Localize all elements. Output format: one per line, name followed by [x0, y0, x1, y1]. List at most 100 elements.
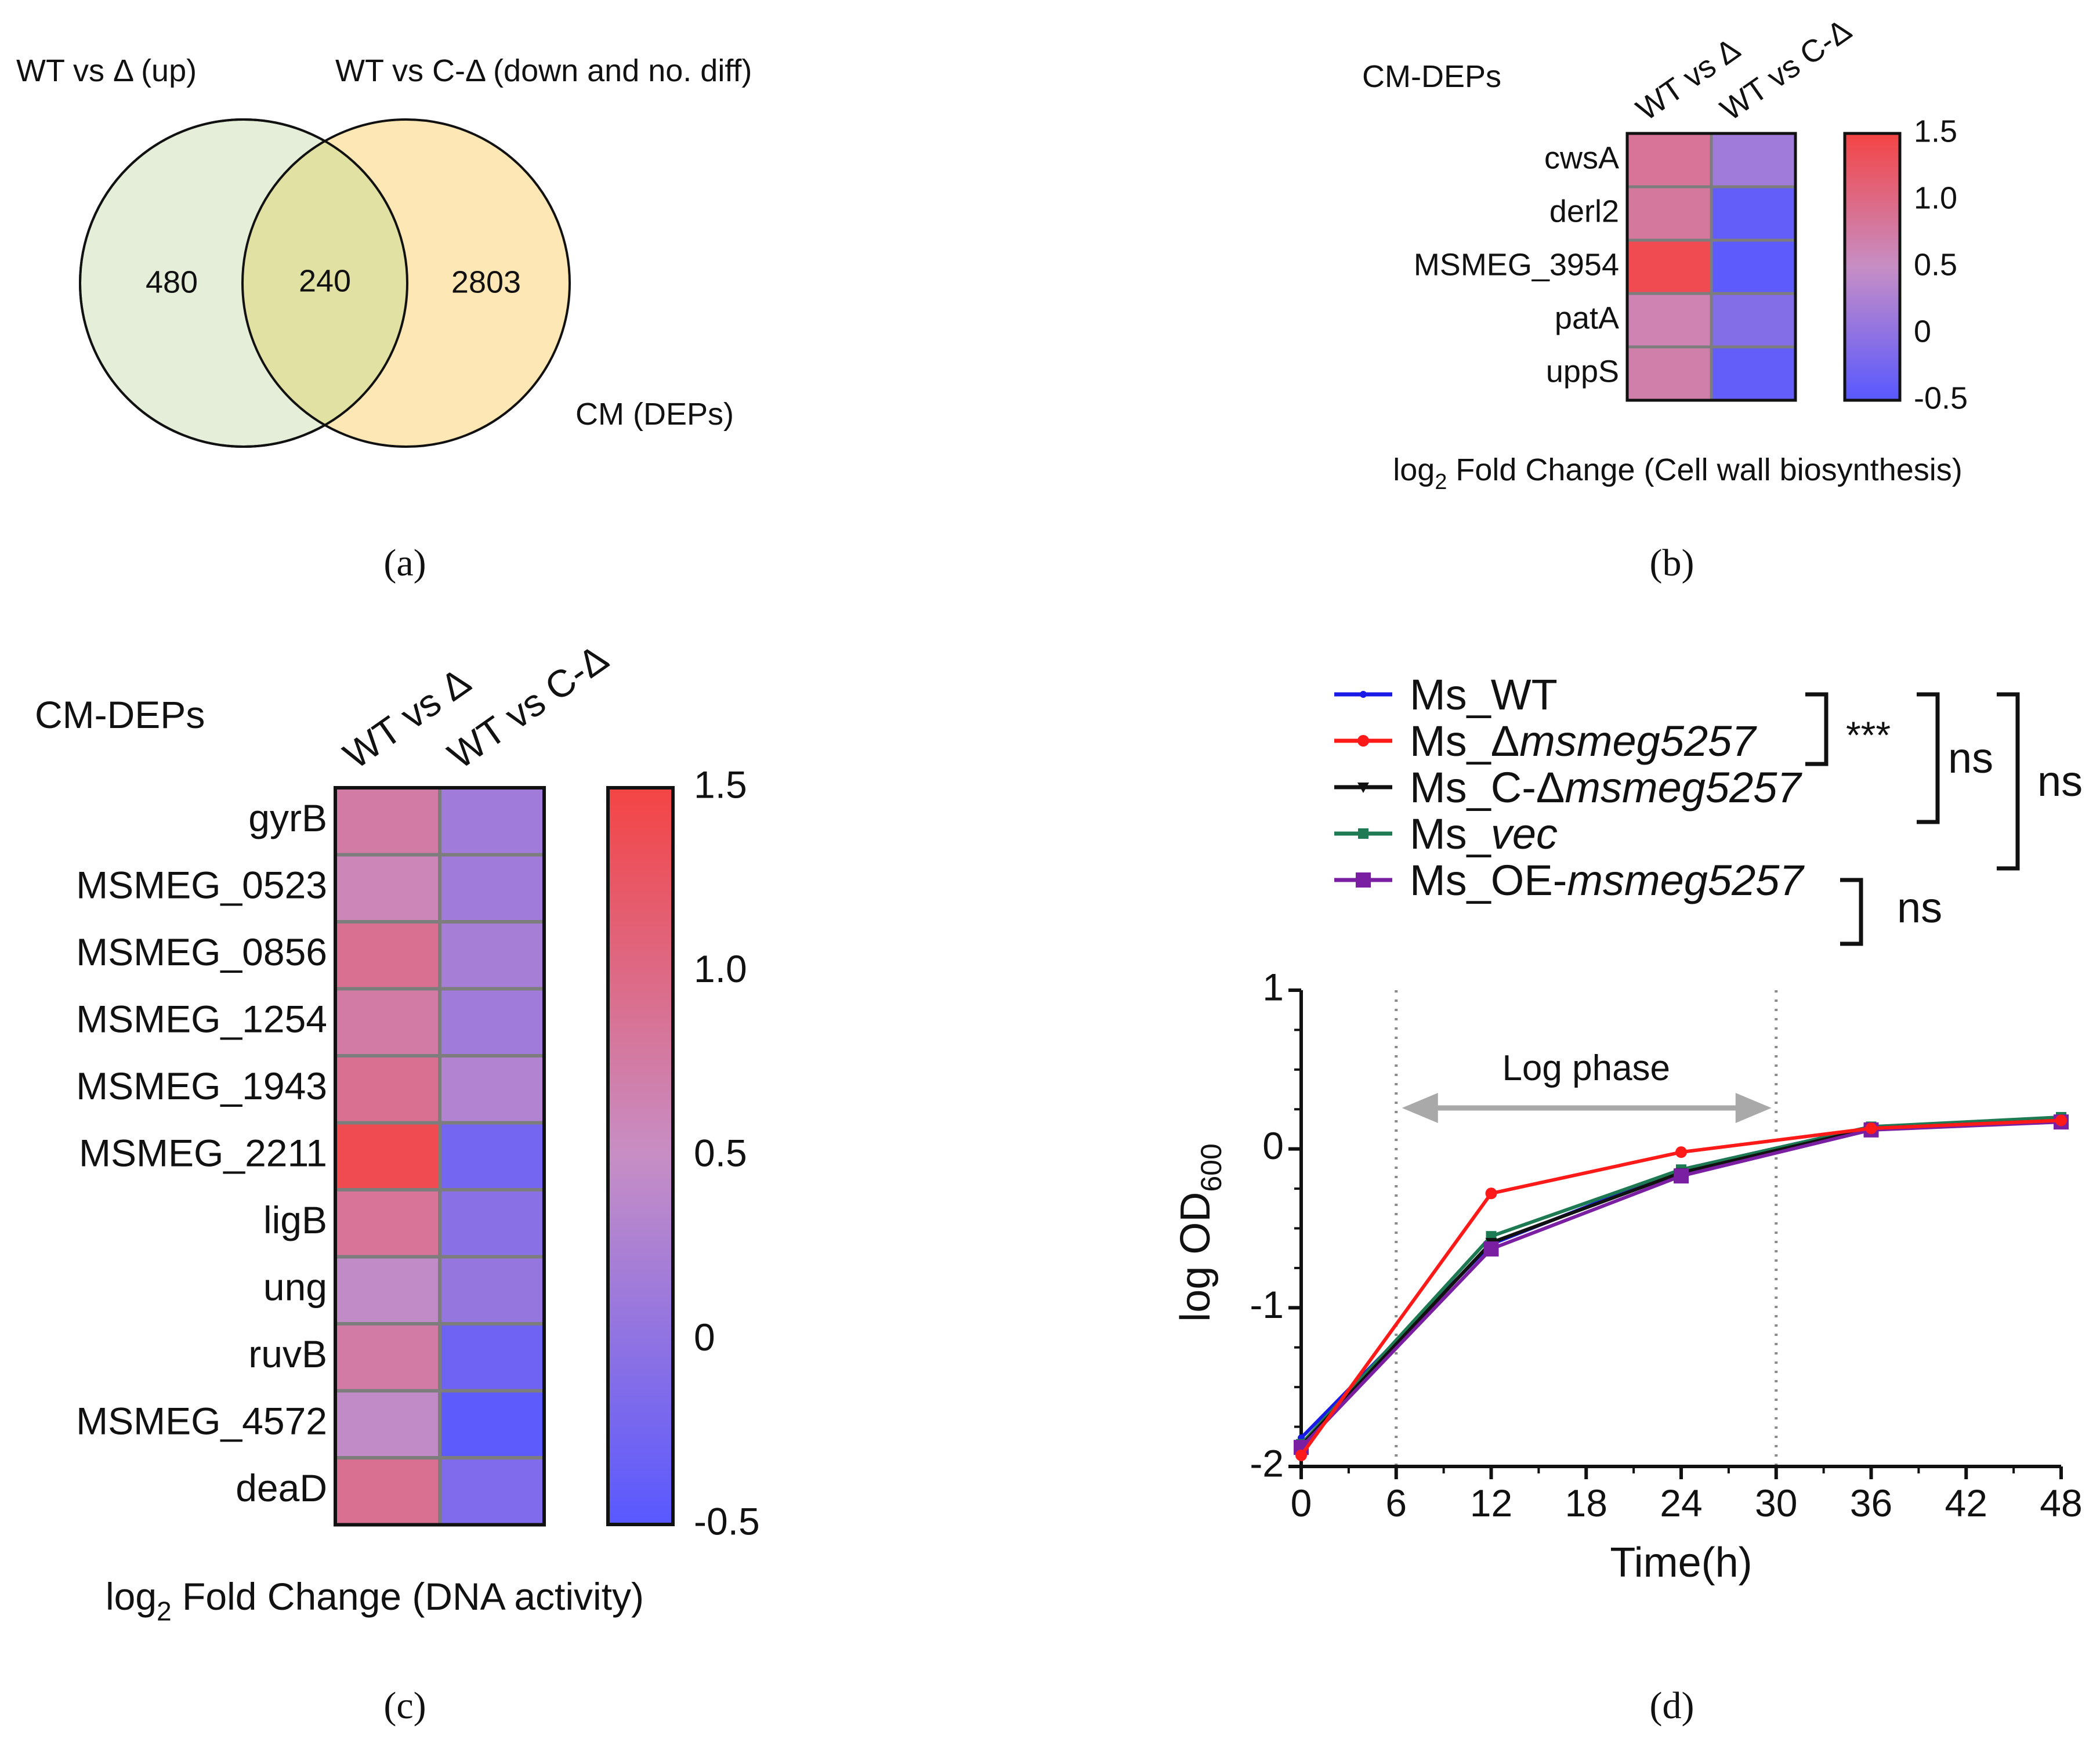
- log-phase-arrowhead-left: [1402, 1093, 1438, 1123]
- heatmap-cell: [334, 853, 441, 923]
- legend-label-delta: Ms_Δmsmeg5257: [1410, 717, 1757, 765]
- heatmap-title: CM-DEPs: [35, 693, 205, 736]
- y-axis-title: log OD600: [1172, 1143, 1228, 1322]
- x-tick-label: 36: [1850, 1482, 1892, 1524]
- heatmap-column-label: WT vs C-Δ: [440, 636, 616, 777]
- panel-label-c: (c): [383, 1685, 426, 1727]
- legend-label-oe: Ms_OE-msmeg5257: [1410, 856, 1805, 904]
- heatmap-row-label: ung: [263, 1266, 327, 1309]
- heatmap-cell: [334, 1054, 441, 1125]
- data-point: [1675, 1146, 1687, 1158]
- venn-right-title: WT vs C-Δ (down and no. diff): [335, 53, 752, 88]
- panel-label-a: (a): [383, 542, 426, 584]
- y-tick-label: 0: [1262, 1124, 1284, 1167]
- heatmap-cell: [1625, 132, 1713, 189]
- heatmap-row-label: MSMEG_2211: [79, 1132, 327, 1175]
- data-point: [1357, 783, 1369, 793]
- heatmap-border: [1625, 132, 1797, 402]
- data-point: [1295, 1449, 1307, 1461]
- colorbar: [1843, 132, 1902, 402]
- heatmap-cell: [1625, 292, 1713, 349]
- y-tick-label: -2: [1250, 1442, 1284, 1484]
- heatmap-row-label: deaD: [236, 1466, 327, 1509]
- x-tick-label: 42: [1945, 1482, 1987, 1524]
- x-tick-label: 18: [1565, 1482, 1607, 1524]
- significance-label-wt-delta: ***: [1846, 714, 1891, 756]
- colorbar-tick-label: 1.5: [1914, 114, 1957, 149]
- heatmap-axis-label: log2 Fold Change (Cell wall biosynthesis…: [1393, 452, 1962, 494]
- data-point: [1358, 828, 1368, 839]
- heatmap-row-label: MSMEG_0856: [76, 930, 327, 973]
- heatmap-row-label: MSMEG_0523: [76, 864, 327, 907]
- colorbar-tick-label: 1.5: [694, 763, 747, 806]
- colorbar-tick-label: 1.0: [694, 947, 747, 990]
- heatmap-cell: [334, 1255, 441, 1325]
- heatmap-cell: [334, 1322, 441, 1393]
- y-tick-label: -1: [1250, 1283, 1284, 1326]
- heatmap-cell: [438, 920, 546, 991]
- heatmap-row-label: MSMEG_4572: [76, 1400, 327, 1443]
- heatmap-cell: [1710, 292, 1797, 349]
- heatmap-cell: [334, 920, 441, 991]
- x-tick-label: 30: [1755, 1482, 1797, 1524]
- y-tick-label: 1: [1262, 965, 1284, 1008]
- heatmap-cell: [334, 987, 441, 1057]
- significance-bracket-all: [1997, 692, 2020, 871]
- heatmap-cell: [334, 1188, 441, 1259]
- x-tick-label: 24: [1660, 1482, 1702, 1524]
- data-point: [1865, 1122, 1877, 1135]
- heatmap-row-label: MSMEG_1943: [76, 1064, 327, 1107]
- data-point: [1360, 691, 1367, 698]
- significance-bracket-wt-comp: [1917, 692, 1940, 824]
- heatmap-dna-activity: CM-DEPs gyrB MSMEG_0523 MSMEG_0856 MSMEG_125…: [35, 636, 760, 1627]
- colorbar-tick-label: 0: [694, 1316, 715, 1359]
- venn-left-outline: [79, 118, 408, 448]
- heatmap-column-label: WT vs C-Δ: [1714, 13, 1858, 128]
- panel-label-b: (b): [1650, 542, 1695, 584]
- log-phase-arrowhead-right: [1735, 1093, 1772, 1123]
- venn-right-count: 2803: [451, 265, 521, 299]
- venn-right-outline: [241, 118, 571, 448]
- heatmap-cell: [438, 786, 546, 857]
- log-phase-label: Log phase: [1502, 1048, 1670, 1088]
- heatmap-cell: [438, 1389, 546, 1459]
- significance-bracket-vec-oe: [1840, 878, 1863, 946]
- significance-label-all: ns: [2037, 757, 2083, 805]
- data-point: [1485, 1187, 1497, 1200]
- data-point: [1483, 1241, 1499, 1257]
- heatmap-cell: [438, 1322, 546, 1393]
- legend-label-wt: Ms_WT: [1410, 671, 1558, 719]
- heatmap-title: CM-DEPs: [1362, 59, 1501, 94]
- x-axis-title: Time(h): [1610, 1540, 1752, 1586]
- x-tick-label: 0: [1291, 1482, 1312, 1524]
- heatmap-cell: [1710, 238, 1797, 295]
- venn-bottom-label: CM (DEPs): [575, 397, 734, 432]
- heatmap-cell-wall: CM-DEPs cwsA derl2 MSMEG_3954 patA uppS WT vs …: [1362, 13, 1968, 495]
- colorbar-tick-label: 1.0: [1914, 180, 1957, 215]
- heatmap-row-label: cwsA: [1544, 140, 1619, 175]
- venn-overlap-count: 240: [299, 263, 351, 298]
- heatmap-cell: [438, 1188, 546, 1259]
- heatmap-cell: [1710, 132, 1797, 189]
- data-point: [2055, 1114, 2067, 1127]
- x-tick-label: 12: [1470, 1482, 1512, 1524]
- significance-label-vec-oe: ns: [1897, 883, 1942, 932]
- heatmap-row-label: uppS: [1546, 354, 1619, 389]
- heatmap-cell: [438, 1456, 546, 1527]
- heatmap-cell: [334, 1456, 441, 1527]
- heatmap-cell: [334, 786, 441, 857]
- heatmap-cell: [1710, 185, 1797, 242]
- heatmap-cell: [1625, 185, 1713, 242]
- venn-left-count: 480: [146, 265, 198, 299]
- heatmap-border: [334, 786, 546, 1527]
- heatmap-cell: [438, 1255, 546, 1325]
- heatmap-row-label: patA: [1555, 300, 1619, 335]
- venn-left-title: WT vs Δ (up): [16, 53, 197, 88]
- colorbar-tick-label: -0.5: [1914, 381, 1968, 415]
- legend-label-vec: Ms_vec: [1410, 810, 1558, 858]
- heatmap-cell: [438, 853, 546, 923]
- heatmap-cell: [1710, 345, 1797, 402]
